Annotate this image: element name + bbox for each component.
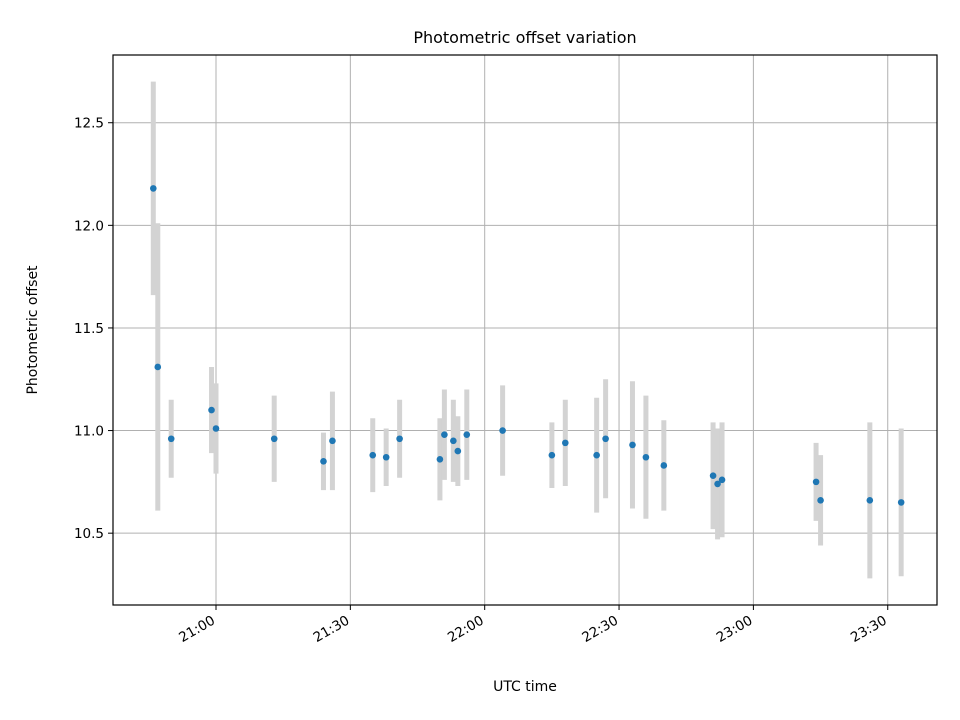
data-point: [660, 462, 668, 469]
x-tick-label: 22:00: [445, 613, 487, 646]
y-axis-label: Photometric offset: [25, 265, 41, 395]
y-tick-label: 12.0: [74, 218, 104, 234]
data-point: [208, 406, 215, 414]
x-tick-label: 21:30: [311, 613, 353, 646]
data-points: [150, 185, 905, 506]
y-tick-label: 12.5: [74, 116, 104, 132]
error-bars: [150, 81, 904, 579]
x-tick-label: 21:00: [176, 613, 218, 646]
x-tick-label: 23:30: [848, 613, 890, 646]
data-point: [714, 480, 721, 488]
chart-title: Photometric offset variation: [413, 28, 636, 47]
grid: [113, 55, 937, 605]
data-point: [602, 435, 609, 443]
data-point: [866, 497, 874, 504]
data-point: [167, 435, 175, 443]
data-point: [817, 497, 824, 504]
data-point: [212, 425, 220, 432]
data-point: [382, 453, 390, 461]
data-point: [718, 476, 726, 484]
data-point: [369, 451, 377, 459]
data-point: [812, 478, 820, 486]
data-point: [629, 441, 636, 449]
data-point: [463, 431, 471, 438]
y-tick-label: 11.5: [74, 321, 104, 337]
data-point: [562, 439, 569, 447]
x-tick-label: 22:30: [579, 613, 621, 646]
data-point: [154, 363, 162, 371]
data-point: [396, 435, 403, 443]
data-point: [499, 427, 506, 434]
x-axis-label: UTC time: [493, 679, 557, 695]
data-point: [436, 455, 444, 463]
data-point: [593, 451, 600, 459]
data-point: [642, 453, 650, 461]
data-point: [450, 437, 457, 445]
plot-frame: [112, 54, 938, 606]
x-tick-label: 23:00: [714, 613, 756, 646]
data-point: [548, 451, 556, 459]
data-point: [441, 431, 448, 438]
y-tick-label: 10.5: [74, 526, 104, 542]
axis-ticks: 21:00 21:30 22:00 22:30 23:00 23:30 10.5 11.0 11…: [74, 116, 890, 646]
y-tick-label: 11.0: [74, 424, 104, 440]
data-point: [270, 435, 278, 443]
data-point: [320, 458, 327, 465]
data-point: [150, 185, 157, 192]
data-point: [329, 437, 336, 445]
data-point: [454, 447, 462, 455]
data-point: [709, 472, 717, 480]
data-point: [897, 499, 905, 506]
